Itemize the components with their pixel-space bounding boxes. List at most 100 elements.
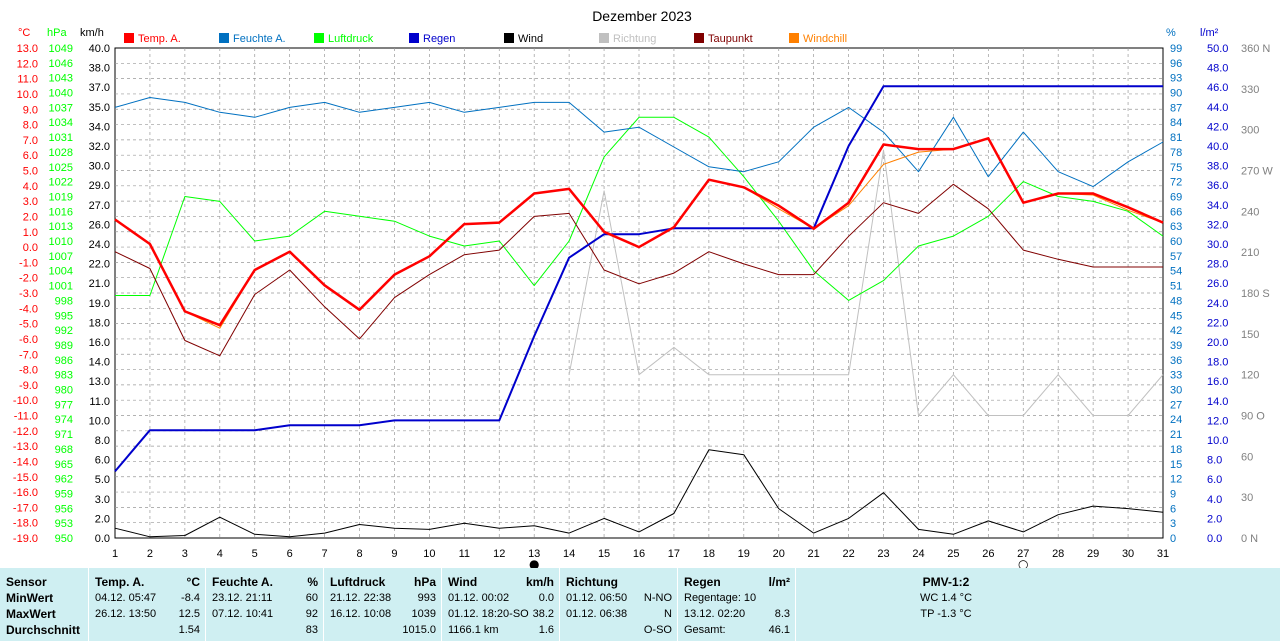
rain-tick-label: 26.0 (1207, 278, 1228, 290)
wind-tick-label: 24.0 (89, 239, 110, 251)
x-tick-label: 2 (147, 548, 153, 560)
temp-tick-label: -2.0 (19, 273, 38, 285)
chart-series (114, 85, 1164, 538)
summary-pressure: Luftdruck hPa 21.12. 22:38 993 16.12. 10:0… (323, 568, 442, 641)
temp-tick-label: 0.0 (23, 242, 38, 254)
legend-label: Feuchte A. (233, 33, 286, 45)
wind-tick-label: 32.0 (89, 141, 110, 153)
direction-tick-label: 30 (1241, 492, 1253, 504)
direction-tick-label: 0 N (1241, 533, 1258, 545)
x-tick-label: 6 (287, 548, 293, 560)
wind-tick-label: 38.0 (89, 63, 110, 75)
summary-hum-title: Feuchte A. (212, 575, 273, 589)
pressure-tick-label: 1040 (49, 88, 73, 100)
humidity-tick-label: 63 (1170, 221, 1182, 233)
pressure-tick-label: 965 (55, 459, 73, 471)
summary-dir-max-date: 01.12. 06:38 (566, 608, 628, 620)
humidity-tick-label: 99 (1170, 43, 1182, 55)
summary-wind-unit: km/h (525, 575, 554, 589)
humidity-tick-label: 90 (1170, 88, 1182, 100)
summary-temp: Temp. A. °C 04.12. 05:47 -8.4 26.12. 13:50… (88, 568, 206, 641)
temp-tick-label: 3.0 (23, 196, 38, 208)
humidity-tick-label: 81 (1170, 132, 1182, 144)
humidity-tick-label: 36 (1170, 355, 1182, 367)
temp-tick-label: -15.0 (13, 472, 38, 484)
temp-tick-label: -19.0 (13, 533, 38, 545)
summary-hum-unit: % (307, 575, 318, 589)
temp-tick-label: -13.0 (13, 441, 38, 453)
wind-tick-label: 35.0 (89, 102, 110, 114)
legend-label: Richtung (613, 33, 656, 45)
summary-rain-days: Regentage: 10 (684, 592, 757, 604)
summary-dir-max: N (664, 608, 672, 620)
series-line-richtung (568, 149, 1164, 416)
temp-tick-label: 11.0 (17, 74, 38, 86)
direction-tick-label: 330 (1241, 84, 1259, 96)
summary-pmv-wc: WC 1.4 °C (919, 592, 973, 604)
rain-tick-label: 40.0 (1207, 141, 1228, 153)
wind-tick-label: 16.0 (89, 337, 110, 349)
summary-rain-title: Regen (684, 575, 721, 589)
humidity-tick-label: 45 (1170, 310, 1182, 322)
temp-tick-label: 8.0 (23, 120, 38, 132)
pressure-tick-label: 1034 (49, 117, 73, 129)
wind-tick-label: 37.0 (89, 82, 110, 94)
rain-tick-label: 8.0 (1207, 455, 1222, 467)
temp-tick-label: 13.0 (17, 43, 38, 55)
legend-label: Wind (518, 33, 543, 45)
series-line-regen (114, 85, 1163, 473)
moon-marker: ● (529, 557, 539, 568)
legend-label: Windchill (803, 33, 847, 45)
rain-tick-label: 46.0 (1207, 82, 1228, 94)
summary-wind-title: Wind (448, 575, 478, 589)
legend-swatch (694, 33, 704, 43)
wind-tick-label: 2.0 (95, 513, 110, 525)
summary-temp-title: Temp. A. (95, 575, 145, 589)
summary-hum-min: 60 (305, 592, 318, 604)
wind-tick-label: 14.0 (89, 357, 110, 369)
rain-tick-label: 28.0 (1207, 259, 1228, 271)
wind-tick-label: 18.0 (89, 317, 110, 329)
direction-tick-label: 180 S (1241, 288, 1270, 300)
summary-rain-total: 46.1 (768, 624, 790, 636)
legend-label: Luftdruck (328, 33, 374, 45)
axis-ticks: 1 2 3 4 5 6 7 8 9 10 11 12 13 14 15 16 17 18 19 20 21 22 23 24 2… (13, 43, 1273, 560)
summary-labels: Sensor MinWert MaxWert Durchschnitt (0, 568, 88, 641)
humidity-tick-label: 51 (1170, 281, 1182, 293)
pressure-tick-label: 983 (55, 370, 73, 382)
summary-press-min: 993 (417, 592, 436, 604)
chart-legend: Temp. A. Feuchte A. Luftdruck Regen Wind Rich… (124, 33, 847, 45)
humidity-tick-label: 6 (1170, 503, 1176, 515)
pressure-tick-label: 977 (55, 399, 73, 411)
legend-swatch (789, 33, 799, 43)
rain-tick-label: 12.0 (1207, 415, 1228, 427)
wind-tick-label: 19.0 (89, 298, 110, 310)
x-tick-label: 31 (1157, 548, 1169, 560)
rain-tick-label: 6.0 (1207, 474, 1222, 486)
pressure-tick-label: 1010 (49, 236, 73, 248)
legend-swatch (504, 33, 514, 43)
pressure-tick-label: 1016 (49, 206, 73, 218)
x-tick-label: 14 (563, 548, 575, 560)
temp-tick-label: 6.0 (23, 150, 38, 162)
temp-tick-label: -4.0 (19, 303, 38, 315)
legend-label: Temp. A. (138, 33, 181, 45)
pressure-tick-label: 992 (55, 325, 73, 337)
summary-rain-max-date: 13.12. 02:20 (684, 608, 746, 620)
rain-tick-label: 0.0 (1207, 533, 1222, 545)
temp-tick-label: 1.0 (23, 227, 38, 239)
wind-tick-label: 30.0 (89, 161, 110, 173)
wind-tick-label: 27.0 (89, 200, 110, 212)
summary-label-max: MaxWert (6, 607, 56, 621)
pressure-tick-label: 962 (55, 474, 73, 486)
pressure-unit-label: hPa (47, 27, 67, 39)
summary-press-max-date: 16.12. 10:08 (330, 608, 392, 620)
wind-tick-label: 11.0 (89, 396, 110, 408)
summary-label-sensor: Sensor (6, 575, 47, 589)
series-line-taupunkt (114, 183, 1163, 357)
pressure-tick-label: 1031 (49, 132, 73, 144)
weather-chart: Dezember 2023 Temp. A. Feuchte A. Luftdruc… (13, 8, 1273, 568)
pressure-tick-label: 950 (55, 533, 73, 545)
humidity-tick-label: 9 (1170, 488, 1176, 500)
x-tick-label: 28 (1052, 548, 1064, 560)
